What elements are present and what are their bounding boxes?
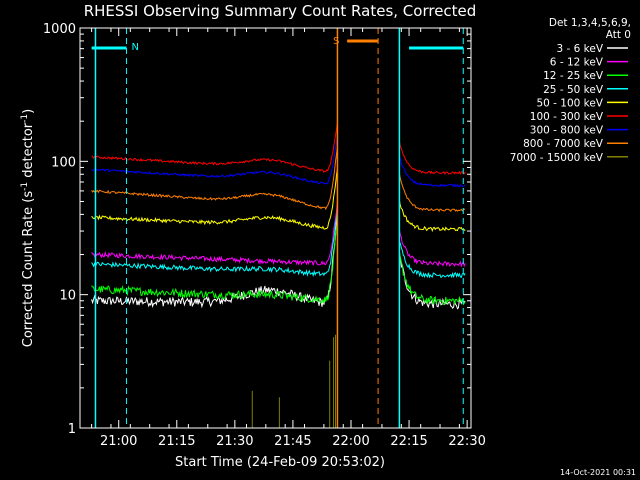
flag-label: S: [333, 36, 339, 47]
series-line: [91, 200, 466, 268]
x-tick-label: 21:45: [274, 434, 311, 449]
y-tick-label: 1: [68, 422, 76, 437]
x-tick-label: 21:30: [216, 434, 253, 449]
x-axis: 21:00 21:15 21:30 21:45 22:00 22:15 22:30: [91, 28, 486, 449]
series-line: [91, 208, 466, 279]
y-tick-label: 1000: [43, 22, 76, 37]
footer-date: 14-Oct-2021 00:31: [560, 468, 636, 477]
plot-layer: NS: [91, 28, 466, 428]
legend-label: 800 - 7000 keV: [523, 138, 604, 150]
legend-label: 6 - 12 keV: [550, 57, 604, 69]
y-axis-label: Corrected Count Rate (s-1 detector-1): [20, 109, 36, 347]
chart-title: RHESSI Observing Summary Count Rates, Co…: [84, 2, 477, 20]
legend-label: 12 - 25 keV: [543, 70, 604, 82]
series-line: [91, 147, 466, 213]
x-tick-label: 22:00: [332, 434, 369, 449]
x-tick-label: 21:00: [100, 434, 137, 449]
legend-label: 300 - 800 keV: [530, 125, 604, 137]
series-line: [91, 122, 466, 175]
legend-label: 25 - 50 keV: [543, 84, 604, 96]
series-line: [91, 133, 466, 188]
series-line: [91, 168, 466, 233]
x-tick-label: 22:15: [390, 434, 427, 449]
flag-label: N: [131, 42, 138, 53]
y-axis: 1 10 100 1000: [43, 22, 471, 437]
x-tick-label: 22:30: [448, 434, 485, 449]
legend-label: 3 - 6 keV: [556, 43, 603, 55]
legend: Det 1,3,4,5,6,9,Att 03 - 6 keV 6 - 12 keV…: [510, 17, 631, 164]
series-line: [91, 221, 466, 306]
plot-frame: [79, 27, 472, 429]
legend-title: Det 1,3,4,5,6,9,: [549, 17, 631, 29]
legend-label: 7000 - 15000 keV: [510, 152, 604, 164]
x-tick-label: 21:15: [158, 434, 195, 449]
y-tick-label: 10: [59, 289, 76, 304]
y-tick-label: 100: [51, 155, 76, 170]
legend-title: Att 0: [606, 29, 631, 41]
legend-label: 50 - 100 keV: [536, 97, 603, 109]
x-axis-label: Start Time (24-Feb-09 20:53:02): [175, 455, 385, 470]
legend-label: 100 - 300 keV: [530, 111, 604, 123]
